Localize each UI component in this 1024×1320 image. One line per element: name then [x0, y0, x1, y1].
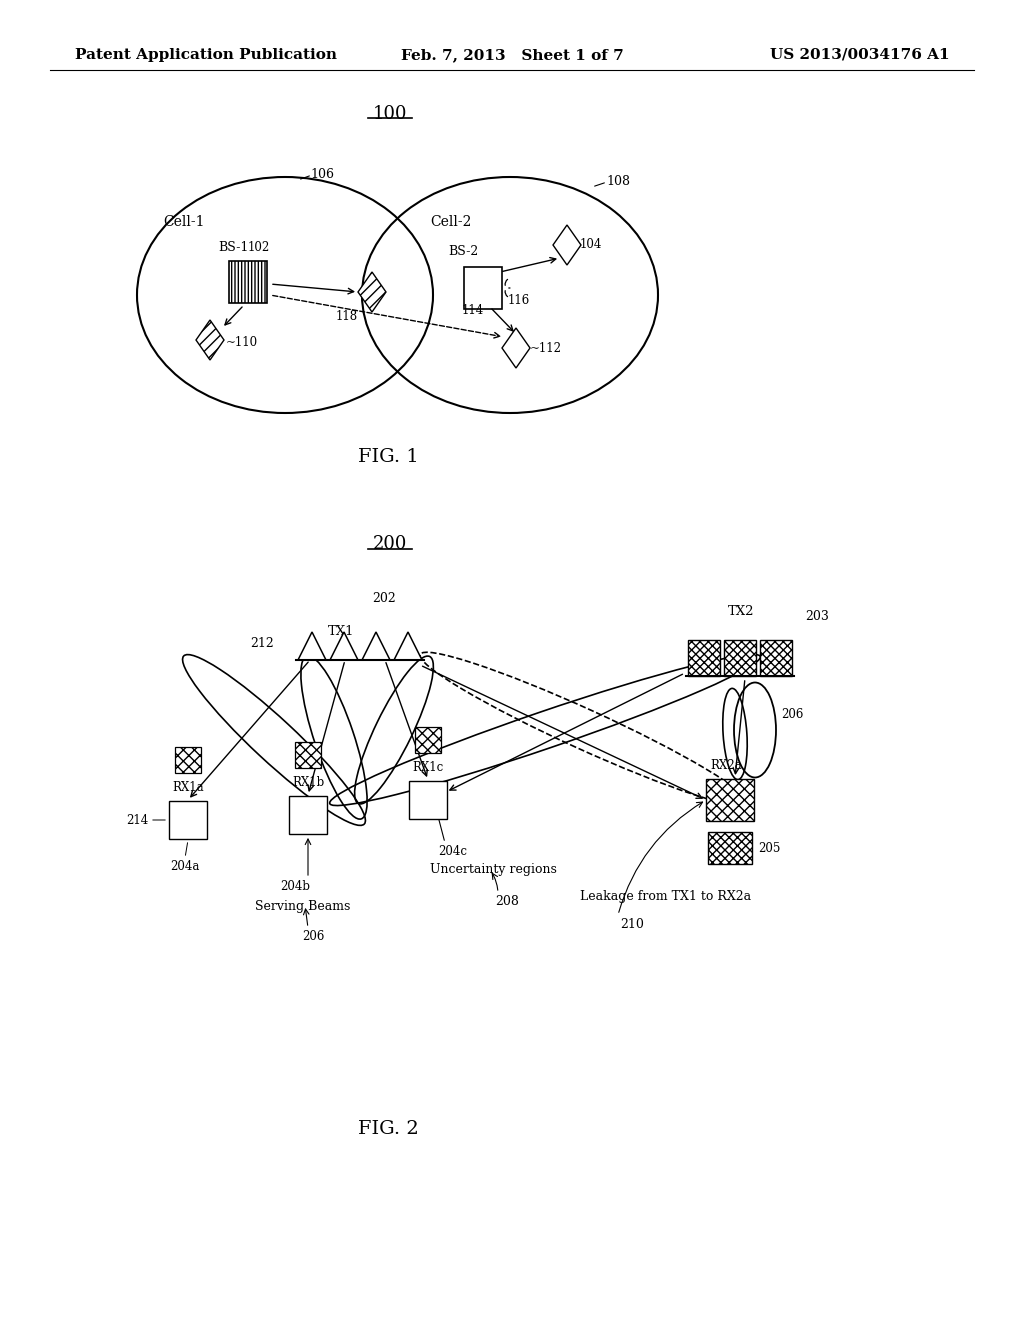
Text: US 2013/0034176 A1: US 2013/0034176 A1 — [770, 48, 950, 62]
Polygon shape — [358, 272, 386, 312]
Text: 206: 206 — [781, 709, 804, 722]
Text: 114: 114 — [462, 304, 484, 317]
Text: 100: 100 — [373, 106, 408, 123]
Text: Feb. 7, 2013   Sheet 1 of 7: Feb. 7, 2013 Sheet 1 of 7 — [400, 48, 624, 62]
Text: BS-2: BS-2 — [449, 246, 478, 257]
Text: 118: 118 — [336, 310, 358, 323]
Text: 210: 210 — [620, 917, 644, 931]
Text: RX2a: RX2a — [711, 759, 741, 772]
Text: 214: 214 — [126, 813, 148, 826]
Bar — [175, 747, 201, 774]
Bar — [409, 781, 447, 818]
Bar — [169, 801, 207, 840]
Text: 200: 200 — [373, 535, 408, 553]
Polygon shape — [502, 327, 530, 368]
Text: Serving Beams: Serving Beams — [255, 900, 350, 913]
Text: 204a: 204a — [170, 861, 200, 873]
Text: Cell-1: Cell-1 — [163, 215, 205, 228]
Text: 108: 108 — [606, 176, 630, 187]
Bar — [688, 640, 720, 676]
Text: 106: 106 — [310, 168, 334, 181]
Text: 204b: 204b — [280, 880, 310, 894]
Text: 205: 205 — [758, 842, 780, 854]
Text: RX1c: RX1c — [413, 762, 443, 774]
Text: ~110: ~110 — [226, 335, 258, 348]
Text: 204c: 204c — [438, 845, 467, 858]
Text: Patent Application Publication: Patent Application Publication — [75, 48, 337, 62]
Text: 116: 116 — [508, 294, 530, 308]
Text: 203: 203 — [805, 610, 828, 623]
Bar — [724, 640, 756, 676]
Polygon shape — [196, 319, 224, 360]
Text: FIG. 2: FIG. 2 — [357, 1119, 419, 1138]
Bar — [706, 779, 754, 821]
Bar — [415, 727, 441, 752]
Bar — [464, 267, 502, 309]
Text: 208: 208 — [495, 895, 519, 908]
Text: 212: 212 — [250, 638, 273, 649]
Text: 104: 104 — [580, 239, 602, 252]
Polygon shape — [330, 632, 358, 660]
Text: 206: 206 — [302, 931, 325, 942]
Bar — [760, 640, 792, 676]
Polygon shape — [362, 632, 390, 660]
Text: RX1b: RX1b — [292, 776, 325, 789]
Text: RX1a: RX1a — [172, 781, 204, 795]
Text: 202: 202 — [372, 591, 395, 605]
Text: FIG. 1: FIG. 1 — [357, 447, 419, 466]
Text: ~112: ~112 — [530, 342, 562, 355]
Polygon shape — [553, 224, 581, 265]
Text: TX1: TX1 — [328, 624, 354, 638]
Text: TX2: TX2 — [728, 605, 755, 618]
Polygon shape — [298, 632, 326, 660]
Text: BS-1: BS-1 — [218, 242, 249, 253]
Text: 102: 102 — [248, 242, 270, 253]
Text: Cell-2: Cell-2 — [430, 215, 471, 228]
Text: Leakage from TX1 to RX2a: Leakage from TX1 to RX2a — [580, 890, 752, 903]
Text: Uncertainty regions: Uncertainty regions — [430, 863, 557, 876]
Bar — [289, 796, 327, 834]
Bar — [295, 742, 321, 768]
Bar — [708, 832, 752, 865]
Polygon shape — [394, 632, 422, 660]
Bar — [229, 261, 267, 304]
